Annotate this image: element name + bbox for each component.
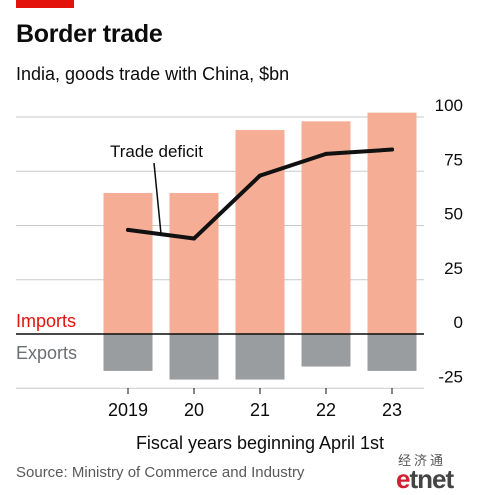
watermark-logo: etnet <box>396 464 454 494</box>
y-tick-label: 75 <box>444 150 463 169</box>
exports-bar <box>235 334 285 380</box>
chart-title: Border trade <box>16 20 163 48</box>
x-tick-label: 23 <box>382 400 402 420</box>
x-tick-label: 2019 <box>108 400 148 420</box>
x-tick-label: 20 <box>184 400 204 420</box>
deficit-point <box>258 173 262 178</box>
chart-subtitle: India, goods trade with China, $bn <box>16 64 290 84</box>
deficit-annotation-pointer <box>153 162 162 235</box>
imports-bar <box>169 192 219 334</box>
y-tick-label: 100 <box>435 96 463 115</box>
y-tick-label: 50 <box>444 205 463 224</box>
imports-label: Imports <box>16 311 76 331</box>
deficit-point <box>324 151 328 156</box>
exports-bar <box>367 334 417 371</box>
imports-bar <box>235 130 285 334</box>
imports-bar <box>367 112 417 334</box>
deficit-point <box>192 236 196 241</box>
y-tick-label: 0 <box>454 313 463 332</box>
y-tick-label: 25 <box>444 259 463 278</box>
imports-bar <box>301 121 351 334</box>
exports-label: Exports <box>16 343 77 363</box>
chart-area: 100 75 50 25 0 -25 Trade deficit Imports Exports… <box>16 96 463 453</box>
brand-flag <box>16 0 74 8</box>
exports-bar <box>169 334 219 380</box>
deficit-point <box>126 227 130 232</box>
watermark-chinese: 经济通 <box>398 453 447 468</box>
source-note: Source: Ministry of Commerce and Industr… <box>16 464 305 481</box>
imports-bar <box>103 192 153 334</box>
deficit-annotation: Trade deficit <box>110 142 203 161</box>
exports-bar <box>103 334 153 371</box>
x-tick-label: 22 <box>316 400 336 420</box>
y-tick-label: -25 <box>438 367 463 386</box>
deficit-point <box>390 147 394 152</box>
exports-bar <box>301 334 351 367</box>
x-tick-label: 21 <box>250 400 270 420</box>
x-axis-label: Fiscal years beginning April 1st <box>136 433 384 453</box>
